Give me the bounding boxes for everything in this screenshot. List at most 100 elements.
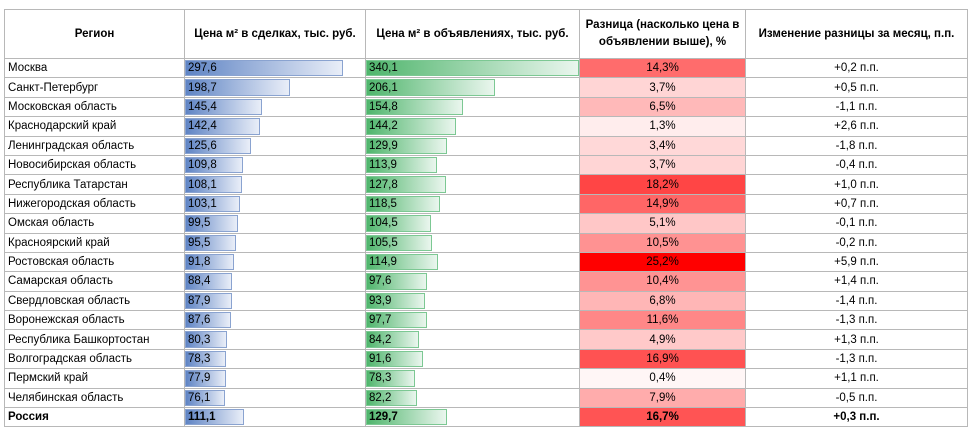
table-row: Красноярский край 95,5 105,5 10,5% -0,2 п.п.: [4, 232, 968, 253]
change-cell: -0,1 п.п.: [745, 213, 968, 234]
deal-price-cell-value: 76,1: [188, 391, 211, 404]
change-cell: -0,5 п.п.: [745, 387, 968, 409]
region-cell: Воронежская область: [4, 310, 185, 331]
ad-price-cell-value: 144,2: [369, 120, 398, 133]
change-cell: +0,7 п.п.: [745, 193, 968, 215]
ad-price-bar: [366, 234, 433, 251]
ad-price-bar: [366, 79, 496, 96]
ad-price-cell-value: 114,9: [369, 256, 397, 269]
region-cell: Красноярский край: [4, 232, 185, 253]
region-cell: Ленинградская область: [4, 135, 185, 156]
ad-price-bar: [366, 350, 424, 368]
deal-price-cell: 103,1: [184, 193, 366, 215]
deal-price-cell-value: 99,5: [188, 217, 211, 230]
deal-price-cell: 297,6: [184, 57, 366, 79]
change-cell: +5,9 п.п.: [745, 251, 968, 273]
table-row: Ростовская область 91,8 114,9 25,2% +5,9 п.п…: [4, 251, 968, 273]
price-comparison-table: Регион Цена м² в сделках, тыс. руб. Цена…: [4, 9, 968, 428]
ad-price-cell-value: 127,8: [369, 178, 398, 191]
deal-price-bar: [185, 234, 236, 251]
deal-price-bar: [185, 350, 227, 368]
table-row: Ленинградская область 125,6 129,9 3,4% -1,8 …: [4, 135, 968, 156]
deal-price-bar: [185, 156, 244, 174]
header-region: Регион: [4, 9, 185, 59]
change-cell: -0,4 п.п.: [745, 154, 968, 176]
change-cell: +1,3 п.п.: [745, 329, 968, 350]
deal-price-bar: [185, 137, 252, 154]
deal-price-bar: [185, 292, 232, 310]
deal-price-cell: 78,3: [184, 348, 366, 370]
difference-cell: 4,9%: [579, 329, 746, 350]
ad-price-cell-value: 105,5: [369, 236, 398, 249]
ad-price-bar: [366, 389, 418, 407]
deal-price-cell-value: 297,6: [188, 62, 217, 75]
deal-price-bar: [185, 176, 243, 193]
difference-cell: 14,9%: [579, 193, 746, 215]
deal-price-cell-value: 108,1: [188, 178, 217, 191]
ad-price-cell-value: 104,5: [369, 217, 398, 230]
ad-price-bar: [366, 312, 428, 329]
deal-price-bar: [185, 409, 244, 426]
table-row: Свердловская область 87,9 93,9 6,8% -1,4 п.п…: [4, 290, 968, 312]
ad-price-cell-value: 91,6: [369, 353, 392, 366]
table-row: Санкт-Петербург 198,7 206,1 3,7% +0,5 п.п.: [4, 77, 968, 98]
table-row: Нижегородская область 103,1 118,5 14,9% +0,7…: [4, 193, 968, 215]
deal-price-cell-value: 109,8: [188, 159, 217, 172]
ad-price-cell-value: 97,6: [369, 275, 392, 288]
ad-price-bar: [366, 273, 428, 290]
table-row: Московская область 145,4 154,8 6,5% -1,1 п.п…: [4, 96, 968, 118]
ad-price-cell-value: 82,2: [369, 391, 392, 404]
deal-price-bar: [185, 215, 238, 232]
deal-price-cell-value: 142,4: [188, 120, 217, 133]
ad-price-bar: [366, 176, 447, 193]
deal-price-cell-value: 145,4: [188, 100, 217, 113]
deal-price-bar: [185, 370, 227, 387]
deal-price-bar: [185, 312, 232, 329]
deal-price-bar: [185, 98, 262, 116]
difference-cell: 3,7%: [579, 77, 746, 98]
header-ad-price: Цена м² в объявлениях, тыс. руб.: [365, 9, 580, 59]
difference-cell: 16,7%: [579, 407, 746, 428]
table-row: Республика Татарстан 108,1 127,8 18,2% +1,0 …: [4, 174, 968, 195]
table-row: Краснодарский край 142,4 144,2 1,3% +2,6 п.п…: [4, 116, 968, 137]
table-row: Москва 297,6 340,1 14,3% +0,2 п.п.: [4, 57, 968, 79]
region-cell: Самарская область: [4, 271, 185, 292]
ad-price-cell-value: 206,1: [369, 81, 398, 94]
region-cell: Республика Башкортостан: [4, 329, 185, 350]
difference-cell: 6,5%: [579, 96, 746, 118]
deal-price-bar: [185, 389, 226, 407]
deal-price-bar: [185, 60, 343, 77]
deal-price-bar: [185, 118, 261, 135]
difference-cell: 10,5%: [579, 232, 746, 253]
table-row: Новосибирская область 109,8 113,9 3,7% -0,4 …: [4, 154, 968, 176]
region-cell: Москва: [4, 57, 185, 79]
change-cell: +0,3 п.п.: [745, 407, 968, 428]
deal-price-cell: 80,3: [184, 329, 366, 350]
deal-price-cell: 125,6: [184, 135, 366, 156]
ad-price-cell: 206,1: [365, 77, 580, 98]
change-cell: +1,0 п.п.: [745, 174, 968, 195]
difference-cell: 11,6%: [579, 310, 746, 331]
change-cell: +0,2 п.п.: [745, 57, 968, 79]
deal-price-cell: 145,4: [184, 96, 366, 118]
ad-price-cell: 129,7: [365, 407, 580, 428]
deal-price-bar: [185, 273, 232, 290]
ad-price-cell: 93,9: [365, 290, 580, 312]
ad-price-cell-value: 118,5: [369, 197, 397, 210]
ad-price-cell: 91,6: [365, 348, 580, 370]
deal-price-cell: 87,6: [184, 310, 366, 331]
ad-price-cell: 129,9: [365, 135, 580, 156]
deal-price-cell: 91,8: [184, 251, 366, 273]
ad-price-cell-value: 93,9: [369, 294, 392, 307]
region-cell: Россия: [4, 407, 185, 428]
header-change: Изменение разницы за месяц, п.п.: [745, 9, 968, 59]
ad-price-cell: 105,5: [365, 232, 580, 253]
deal-price-cell-value: 80,3: [188, 333, 211, 346]
deal-price-cell: 99,5: [184, 213, 366, 234]
deal-price-cell-value: 78,3: [188, 353, 211, 366]
deal-price-cell: 77,9: [184, 368, 366, 389]
ad-price-cell-value: 340,1: [369, 62, 398, 75]
region-cell: Новосибирская область: [4, 154, 185, 176]
ad-price-cell-value: 113,9: [369, 159, 397, 172]
ad-price-bar: [366, 409, 448, 426]
